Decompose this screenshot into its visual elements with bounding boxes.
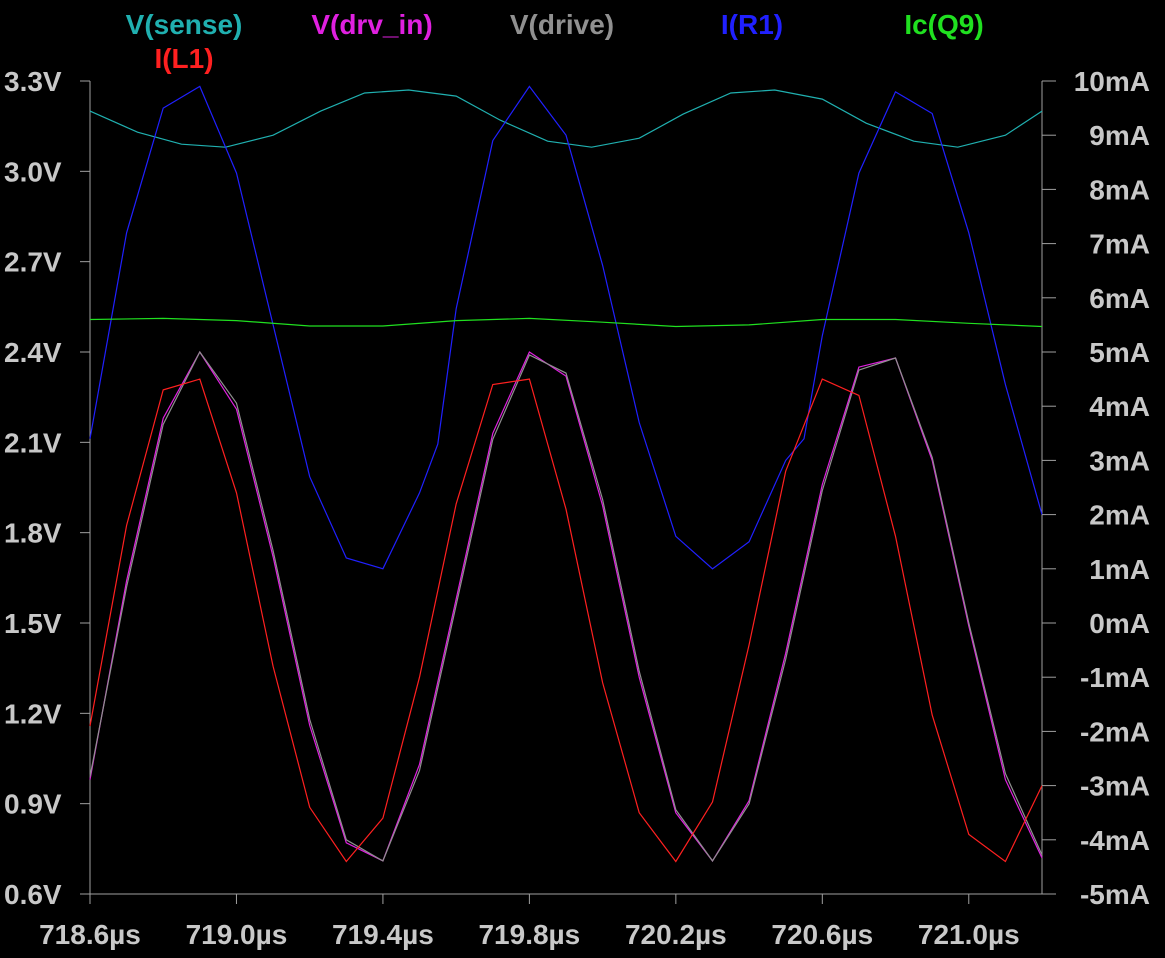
left-tick-label: 2.4V — [4, 337, 62, 368]
x-tick-label: 718.6µs — [39, 919, 141, 950]
trace-v-sense[interactable] — [89, 89, 1043, 148]
traces-layer — [89, 85, 1043, 863]
trace-legend: V(sense) V(drv_in) V(drive) I(R1) Ic(Q9) I(L1… — [126, 9, 984, 74]
x-tick-label: 720.2µs — [625, 919, 727, 950]
axes-layer — [89, 81, 1043, 895]
right-tick-label: 9mA — [1089, 120, 1150, 151]
left-tick-label: 3.0V — [4, 156, 62, 187]
left-tick-label: 1.8V — [4, 518, 62, 549]
x-tick-label: 719.8µs — [478, 919, 580, 950]
legend-v-sense[interactable]: V(sense) — [126, 9, 243, 40]
x-axis-ticks: 718.6µs 719.0µs 719.4µs 719.8µs 720.2µs 720.6… — [39, 894, 1020, 950]
x-tick-label: 720.6µs — [771, 919, 873, 950]
right-tick-label: 3mA — [1089, 445, 1150, 476]
right-tick-label: 0mA — [1089, 608, 1150, 639]
right-tick-label: 8mA — [1089, 174, 1150, 205]
left-tick-label: 1.5V — [4, 608, 62, 639]
right-axis-ticks: 10mA 9mA 8mA 7mA 6mA 5mA 4mA 3mA 2mA 1mA 0mA -1mA -2… — [1042, 66, 1150, 910]
right-tick-label: 2mA — [1089, 500, 1150, 531]
legend-v-drive[interactable]: V(drive) — [510, 9, 614, 40]
trace-i-l1[interactable] — [89, 378, 1043, 863]
trace-ic-q9[interactable] — [89, 317, 1043, 328]
right-tick-label: 1mA — [1089, 554, 1150, 585]
trace-v-drv-in[interactable] — [89, 350, 1043, 862]
legend-ic-q9[interactable]: Ic(Q9) — [904, 9, 983, 40]
x-tick-label: 719.0µs — [186, 919, 288, 950]
right-tick-label: -1mA — [1080, 662, 1150, 693]
right-tick-label: 10mA — [1074, 66, 1150, 97]
right-tick-label: 6mA — [1089, 283, 1150, 314]
left-tick-label: 3.3V — [4, 66, 62, 97]
left-tick-label: 0.9V — [4, 789, 62, 820]
right-tick-label: -4mA — [1080, 825, 1150, 856]
legend-i-r1[interactable]: I(R1) — [721, 9, 783, 40]
left-axis-ticks: 3.3V 3.0V 2.7V 2.4V 2.1V 1.8V 1.5V 1.2V 0.9V 0.6V — [4, 66, 90, 910]
right-tick-label: -3mA — [1080, 771, 1150, 802]
right-tick-label: 4mA — [1089, 391, 1150, 422]
trace-v-drive[interactable] — [89, 350, 1043, 862]
right-tick-label: -5mA — [1080, 879, 1150, 910]
right-tick-label: -2mA — [1080, 716, 1150, 747]
left-tick-label: 1.2V — [4, 698, 62, 729]
legend-i-l1[interactable]: I(L1) — [154, 43, 213, 74]
x-tick-label: 719.4µs — [332, 919, 434, 950]
x-tick-label: 721.0µs — [918, 919, 1020, 950]
left-tick-label: 2.1V — [4, 427, 62, 458]
left-tick-label: 2.7V — [4, 247, 62, 278]
right-tick-label: 5mA — [1089, 337, 1150, 368]
trace-i-r1[interactable] — [89, 85, 1043, 570]
right-tick-label: 7mA — [1089, 229, 1150, 260]
legend-v-drv-in[interactable]: V(drv_in) — [311, 9, 432, 40]
left-tick-label: 0.6V — [4, 879, 62, 910]
